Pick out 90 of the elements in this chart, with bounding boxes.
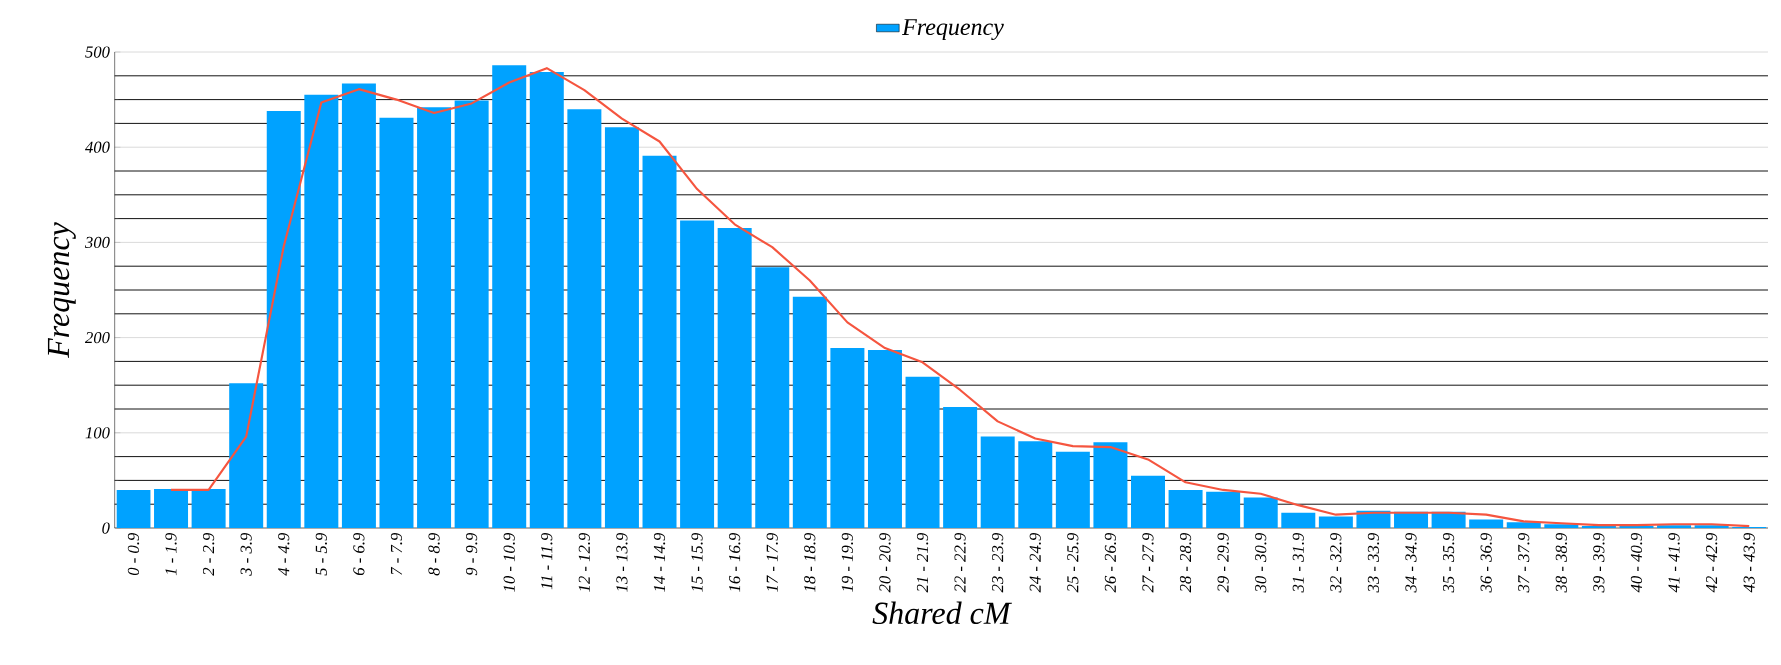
x-tick-label: 8 - 8.9 xyxy=(428,532,440,576)
x-tick-label: 41 - 41.9 xyxy=(1668,532,1680,593)
bar xyxy=(1206,491,1241,528)
x-tick-label: 17 - 17.9 xyxy=(766,532,778,592)
x-tick-label: 3 - 3.9 xyxy=(240,532,252,576)
bar xyxy=(191,488,226,528)
x-tick-label: 13 - 13.9 xyxy=(616,532,628,592)
bar xyxy=(867,349,902,528)
x-tick-label: 10 - 10.9 xyxy=(503,532,515,592)
x-tick-label: 0 - 0.9 xyxy=(127,532,140,576)
x-tick-label: 38 - 38.9 xyxy=(1555,532,1567,593)
x-tick-label: 20 - 20.9 xyxy=(879,532,891,593)
x-tick-label: 39 - 39.9 xyxy=(1593,532,1605,593)
bar xyxy=(379,117,414,528)
bar xyxy=(1469,519,1504,528)
x-tick-label: 16 - 16.9 xyxy=(729,532,741,592)
x-tick-label: 27 - 27.9 xyxy=(1142,532,1154,593)
bar xyxy=(680,220,715,528)
legend-label: Frequency xyxy=(902,19,1004,41)
x-tick-label: 29 - 29.9 xyxy=(1217,532,1229,593)
bar xyxy=(417,107,452,528)
y-tick-label: 300 xyxy=(84,236,110,249)
bar xyxy=(266,111,301,528)
bar xyxy=(1281,512,1316,528)
bar xyxy=(304,94,339,528)
y-tick-label: 200 xyxy=(84,331,110,344)
bar xyxy=(943,407,978,528)
x-tick-label: 19 - 19.9 xyxy=(841,532,854,592)
bar xyxy=(567,109,602,528)
x-tick-label: 23 - 23.9 xyxy=(992,532,1004,593)
x-tick-label: 31 - 31.9 xyxy=(1292,532,1304,593)
bar xyxy=(1506,522,1541,528)
bar xyxy=(604,127,639,528)
x-axis-title: Shared cM xyxy=(872,601,1012,625)
x-tick-label: 2 - 2.9 xyxy=(202,532,215,576)
x-tick-label: 26 - 26.9 xyxy=(1104,532,1117,593)
x-tick-label: 34 - 34.9 xyxy=(1405,532,1417,593)
x-tick-label: 30 - 30.9 xyxy=(1255,532,1267,593)
x-tick-label: 22 - 22.9 xyxy=(954,532,966,593)
bar xyxy=(154,488,189,528)
x-tick-label: 35 - 35.9 xyxy=(1442,532,1455,593)
bar xyxy=(1055,451,1090,528)
x-tick-label: 4 - 4.9 xyxy=(278,532,290,576)
x-tick-label: 28 - 28.9 xyxy=(1179,532,1192,593)
x-tick-label: 33 - 33.9 xyxy=(1367,532,1380,593)
x-tick-label: 7 - 7.9 xyxy=(390,532,403,575)
bar xyxy=(454,100,489,528)
x-tick-label: 25 - 25.9 xyxy=(1067,532,1079,593)
bar xyxy=(1131,475,1165,528)
x-tick-label: 32 - 32.9 xyxy=(1330,532,1342,593)
bar xyxy=(1093,442,1128,528)
x-tick-label: 1 - 1.9 xyxy=(165,532,177,576)
bar xyxy=(980,436,1015,528)
y-tick-label: 400 xyxy=(85,141,110,153)
x-tick-label: 11 - 11.9 xyxy=(541,532,553,590)
x-tick-label: 37 - 37.9 xyxy=(1518,532,1530,593)
x-tick-label: 12 - 12.9 xyxy=(578,532,590,592)
bar xyxy=(1168,489,1203,528)
bar xyxy=(1318,516,1353,528)
bar xyxy=(341,83,376,528)
x-tick-label: 6 - 6.9 xyxy=(353,532,365,576)
bar xyxy=(229,383,264,528)
x-tick-label: 14 - 14.9 xyxy=(653,532,666,592)
bar xyxy=(830,348,865,528)
y-axis-title: Frequency xyxy=(47,222,76,358)
bar xyxy=(1243,497,1278,528)
x-tick-label: 43 - 43.9 xyxy=(1743,532,1755,593)
bar xyxy=(755,267,790,528)
bar xyxy=(1544,524,1579,528)
x-tick-label: 5 - 5.9 xyxy=(315,532,327,576)
bar xyxy=(116,489,151,528)
x-tick-label: 15 - 15.9 xyxy=(691,532,703,592)
bar xyxy=(492,65,527,528)
bar xyxy=(642,155,677,528)
bar xyxy=(905,376,940,528)
bar xyxy=(1657,525,1692,528)
x-tick-label: 24 - 24.9 xyxy=(1029,532,1041,593)
x-tick-label: 36 - 36.9 xyxy=(1480,532,1492,593)
bar xyxy=(717,228,752,528)
bar xyxy=(792,296,827,528)
bar xyxy=(1018,441,1053,528)
bar xyxy=(529,72,564,528)
y-tick-label: 0 xyxy=(102,522,110,534)
y-tick-label: 100 xyxy=(85,427,110,439)
x-tick-label: 18 - 18.9 xyxy=(804,532,816,592)
x-tick-label: 9 - 9.9 xyxy=(466,532,478,576)
x-tick-label: 40 - 40.9 xyxy=(1630,532,1643,593)
x-tick-label: 42 - 42.9 xyxy=(1705,532,1718,593)
y-tick-label: 500 xyxy=(85,46,110,58)
x-tick-label: 21 - 21.9 xyxy=(916,532,929,593)
